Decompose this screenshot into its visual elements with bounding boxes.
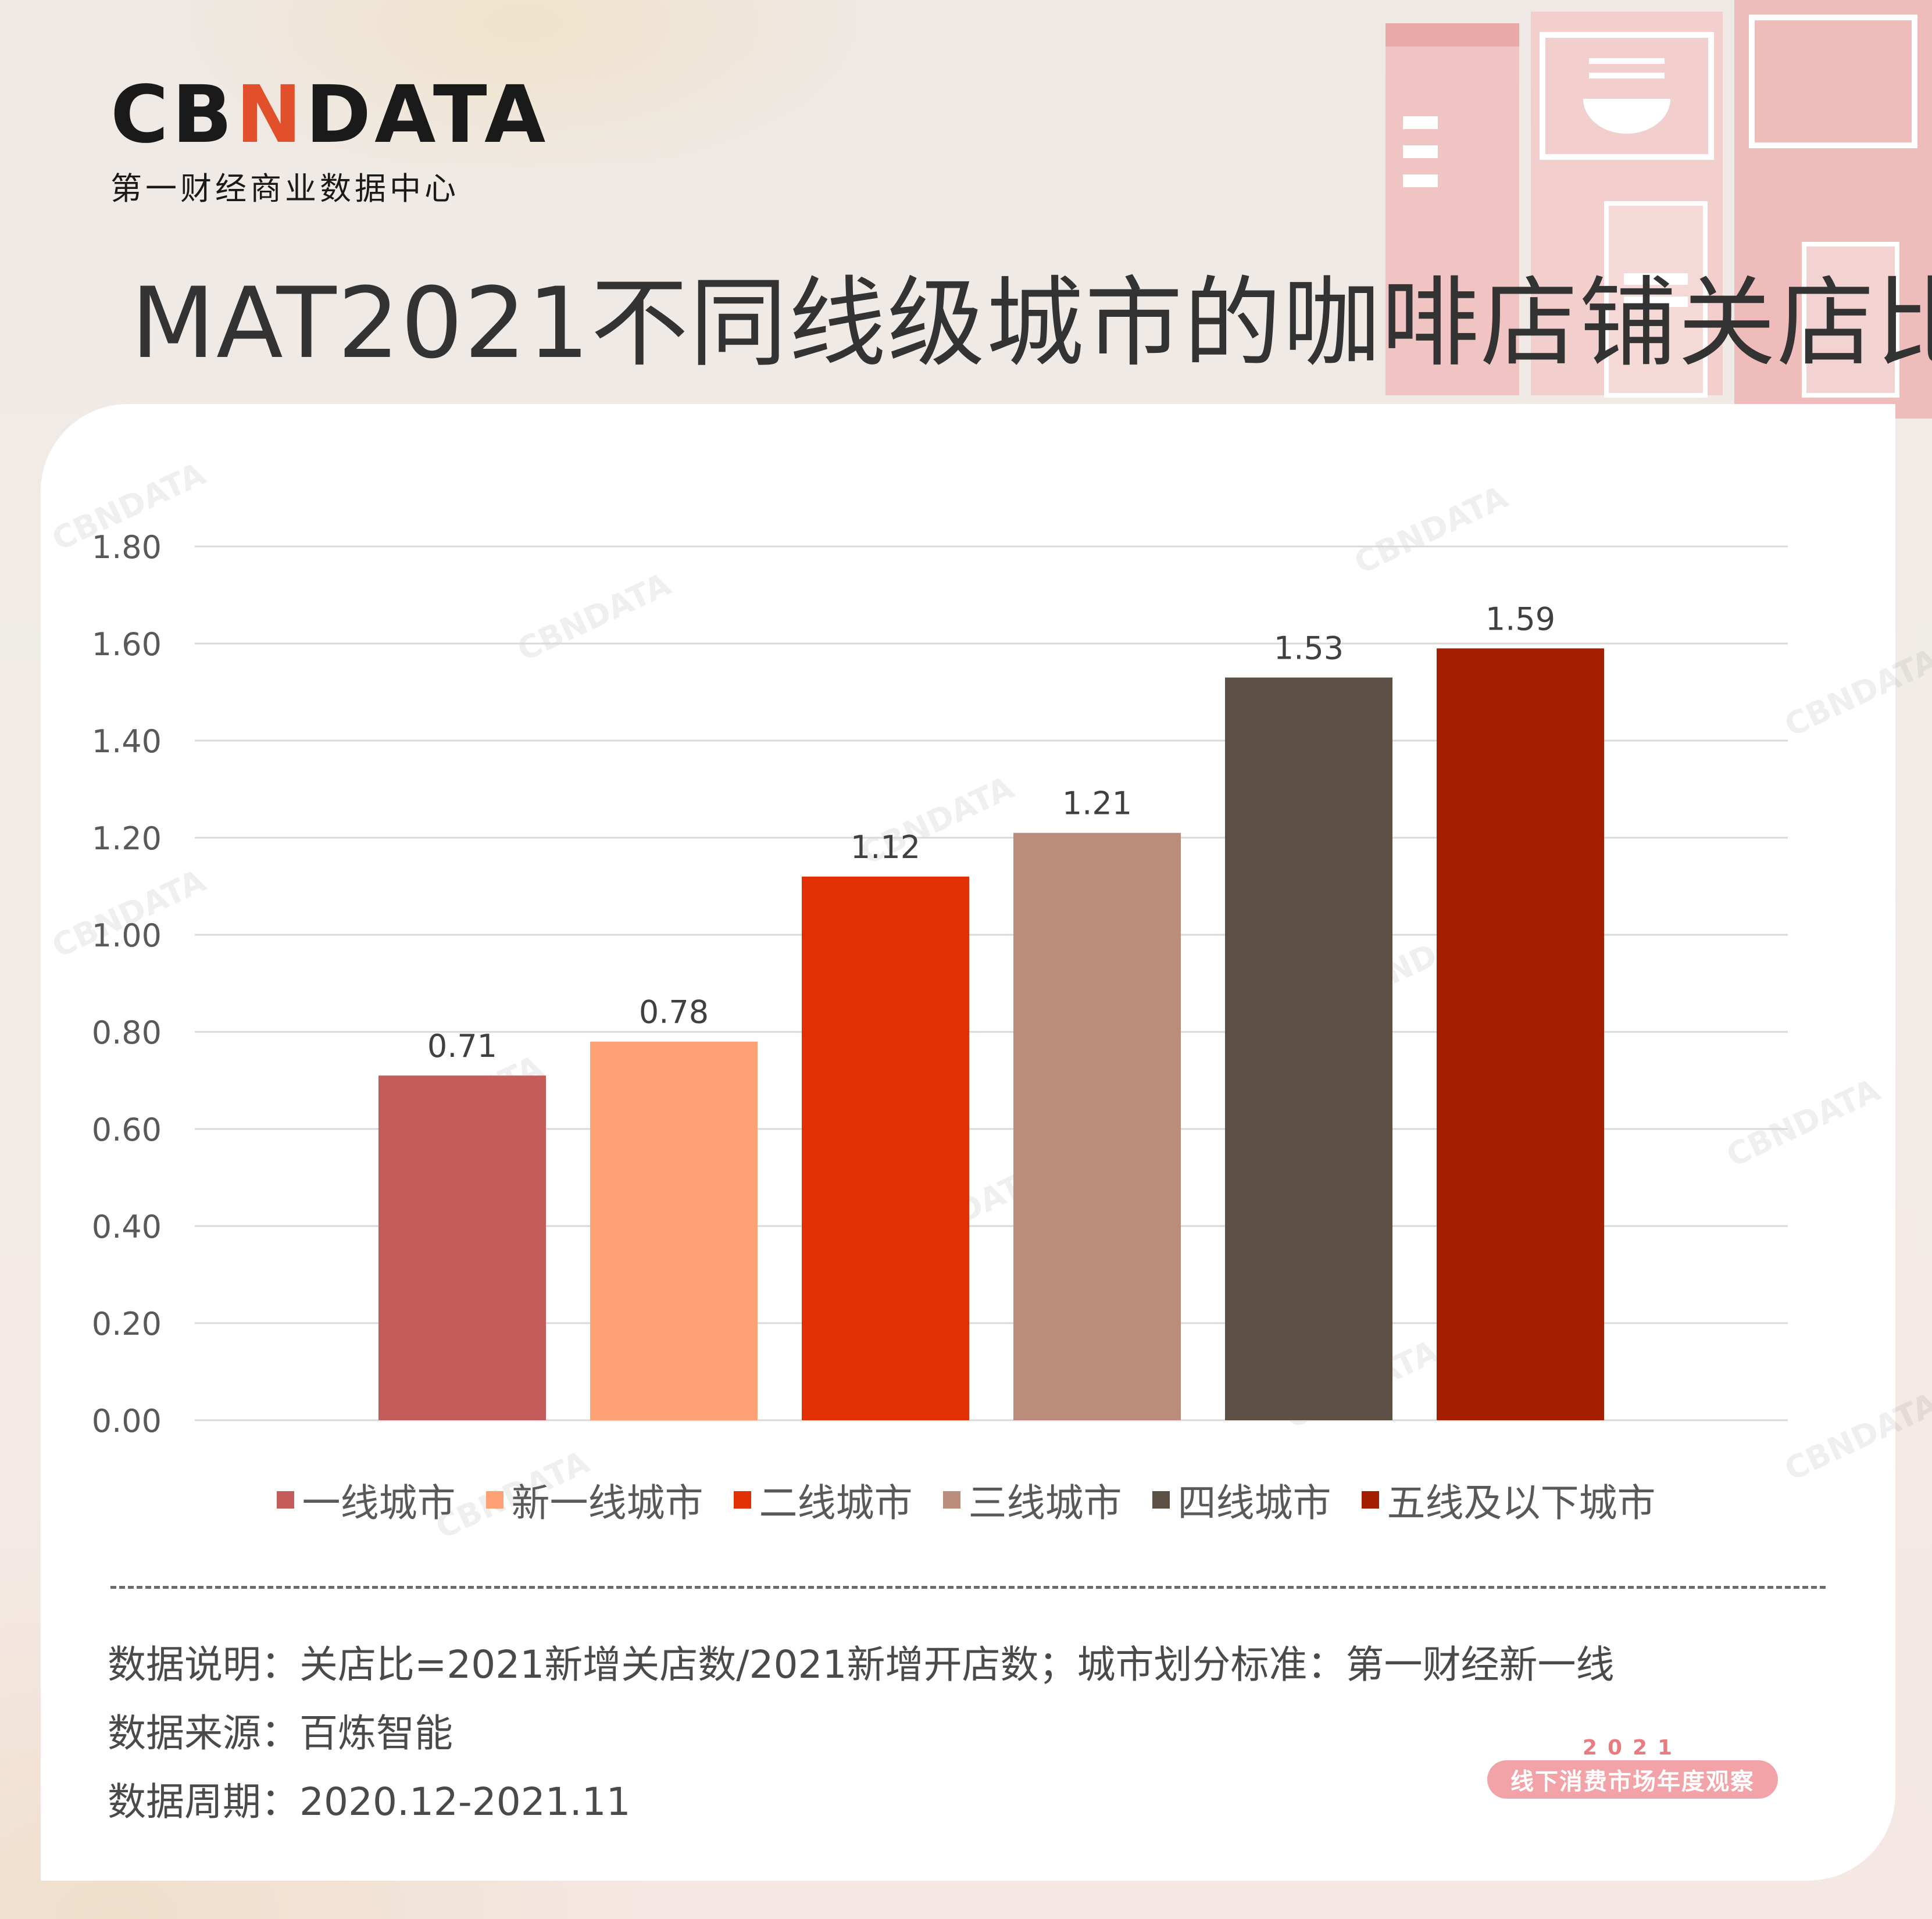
y-tick-label: 0.20 <box>92 1306 162 1342</box>
legend-label: 五线及以下城市 <box>1387 1481 1656 1525</box>
legend-swatch <box>485 1491 503 1509</box>
legend-item: 二线城市 <box>733 1472 913 1528</box>
data-label: 1.12 <box>851 829 920 866</box>
data-label: 1.21 <box>1062 785 1132 822</box>
event-stamp: 2021 线下消费市场年度观察 <box>1481 1736 1784 1800</box>
bar-3 <box>802 876 969 1420</box>
y-tick-label: 1.40 <box>92 723 162 760</box>
legend-item: 五线及以下城市 <box>1361 1472 1656 1528</box>
dashed-divider <box>110 1586 1826 1589</box>
bar-4 <box>1013 832 1181 1420</box>
legend-swatch <box>942 1491 960 1509</box>
data-label: 0.78 <box>639 994 709 1031</box>
data-label: 1.59 <box>1485 601 1555 637</box>
y-tick-label: 1.60 <box>92 626 162 663</box>
y-tick-label: 0.80 <box>92 1014 162 1051</box>
legend-item: 新一线城市 <box>485 1472 703 1528</box>
legend-label: 二线城市 <box>759 1481 913 1525</box>
page-title: MAT2021不同线级城市的咖啡店铺关店比 <box>131 266 1932 380</box>
legend-item: 三线城市 <box>942 1472 1122 1528</box>
y-tick-label: 0.40 <box>92 1209 162 1245</box>
legend-swatch <box>1152 1491 1170 1509</box>
legend-label: 三线城市 <box>968 1481 1122 1525</box>
stamp-year: 2021 <box>1582 1736 1683 1760</box>
y-tick-label: 1.80 <box>92 529 162 566</box>
data-label: 1.53 <box>1274 630 1344 666</box>
chart-legend: 一线城市 新一线城市 二线城市 三线城市 四线城市 五线及以下城市 <box>0 1465 1932 1535</box>
legend-label: 四线城市 <box>1177 1481 1331 1525</box>
legend-swatch <box>1361 1491 1379 1509</box>
legend-swatch <box>276 1491 294 1509</box>
legend-label: 新一线城市 <box>511 1481 703 1525</box>
data-label: 0.71 <box>427 1028 497 1064</box>
logo-wordmark: CBNDATA <box>110 69 549 161</box>
building-illustration <box>1385 0 1932 419</box>
y-axis-ticks: 0.00 0.20 0.40 0.60 0.80 1.00 1.20 1.40 1.60 1.80 <box>92 529 162 1439</box>
bar-6 <box>1437 648 1604 1420</box>
bar-2 <box>590 1041 758 1420</box>
legend-item: 一线城市 <box>276 1472 456 1528</box>
data-source: 数据来源：百炼智能 <box>108 1711 453 1756</box>
y-tick-label: 0.60 <box>92 1112 162 1148</box>
legend-swatch <box>733 1491 751 1509</box>
data-explanation: 数据说明：关店比=2021新增关店数/2021新增开店数；城市划分标准：第一财经… <box>108 1642 1615 1687</box>
brand-logo: CBNDATA 第一财经商业数据中心 <box>110 76 549 209</box>
y-tick-label: 1.20 <box>92 820 162 857</box>
legend-item: 四线城市 <box>1152 1472 1331 1528</box>
data-labels: 0.71 0.78 1.12 1.21 1.53 1.59 <box>427 601 1555 1064</box>
bar-5 <box>1225 677 1392 1420</box>
data-period: 数据周期：2020.12-2021.11 <box>108 1779 631 1824</box>
logo-subtitle: 第一财经商业数据中心 <box>110 170 459 207</box>
stamp-label: 线下消费市场年度观察 <box>1487 1760 1778 1799</box>
legend-label: 一线城市 <box>302 1481 456 1525</box>
y-tick-label: 1.00 <box>92 917 162 954</box>
y-tick-label: 0.00 <box>92 1403 162 1439</box>
bar-1 <box>378 1075 546 1420</box>
bars <box>378 648 1604 1420</box>
